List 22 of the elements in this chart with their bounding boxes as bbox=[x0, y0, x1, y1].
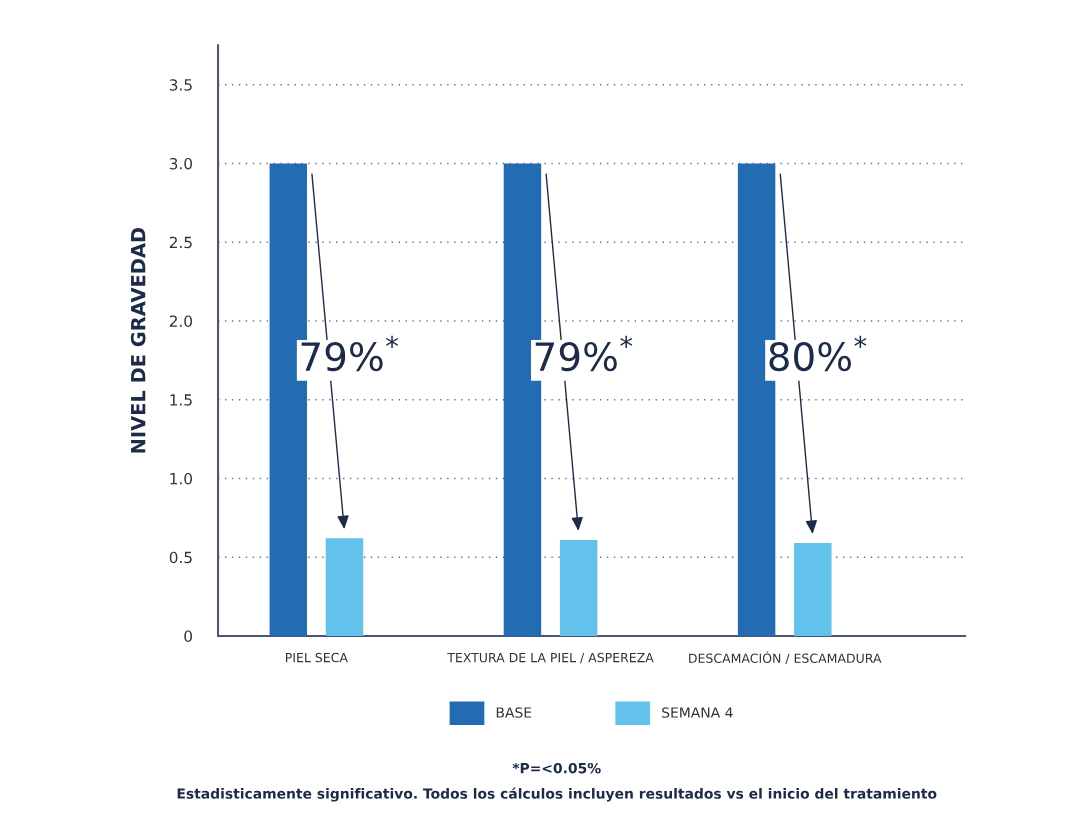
y-axis-title: NIVEL DE GRAVEDAD bbox=[130, 227, 146, 453]
text: *P=<0.05% bbox=[512, 762, 601, 774]
bar bbox=[559, 539, 598, 636]
y-tick-label: 3.5 bbox=[169, 79, 192, 91]
x-tick-label: TEXTURA DE LA PIEL / ASPEREZA bbox=[447, 652, 654, 664]
x-tick-label: PIEL SECA bbox=[286, 652, 348, 663]
y-tick-label: 1.5 bbox=[170, 394, 192, 406]
y-tick-label: 2.5 bbox=[169, 236, 192, 249]
text: Estadisticamente significativo. Todos los cálculos incluyen resultados vs el inicio del tratamiento bbox=[177, 787, 937, 802]
bar bbox=[794, 543, 832, 636]
bar bbox=[325, 538, 364, 636]
annotation: 79%$^{*}$ bbox=[535, 335, 633, 372]
y-tick-label: 0 bbox=[184, 630, 193, 642]
y-tick-label: 1.0 bbox=[170, 472, 193, 485]
y-tick-label: 2.0 bbox=[169, 315, 193, 327]
legend-label: SEMANA 4 bbox=[662, 707, 733, 718]
x-tick-label: DESCAMACIÓN / ESCAMADURA bbox=[689, 651, 882, 664]
annotation: 79%$^{*}$ bbox=[301, 335, 399, 372]
y-tick-label: 3.0 bbox=[169, 157, 193, 170]
annotation: 80%$^{*}$ bbox=[769, 335, 867, 372]
y-tick-label: 0.5 bbox=[169, 551, 192, 564]
legend-label: BASE bbox=[496, 707, 532, 718]
